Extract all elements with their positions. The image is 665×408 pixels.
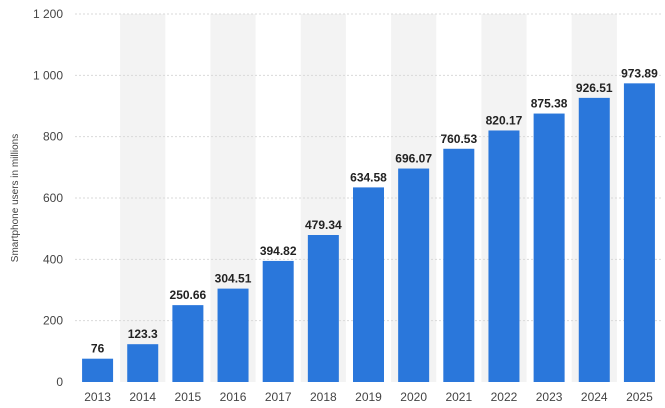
x-tick-label-2014: 2014 [129,390,156,404]
x-tick-label-2020: 2020 [400,390,427,404]
y-tick-label: 1 200 [33,7,63,21]
value-label-2021: 760.53 [440,132,477,146]
bar-2022 [488,130,520,382]
y-axis-ticks: 0 200 400 600 800 1 000 1 200 [33,7,63,389]
x-tick-label-2022: 2022 [491,390,518,404]
y-tick-label: 0 [56,375,63,389]
y-tick-label: 400 [43,252,63,266]
value-label-2024: 926.51 [576,81,613,95]
value-label-2019: 634.58 [350,170,387,184]
value-labels: 76 123.3 250.66 304.51 394.82 479.34 634.58 696… [91,66,658,355]
bar-2018 [307,235,339,382]
x-tick-label-2016: 2016 [220,390,247,404]
value-label-2022: 820.17 [486,113,523,127]
value-label-2016: 304.51 [215,272,252,286]
bar-2021 [443,148,475,382]
bar-2020 [398,168,430,382]
x-tick-label-2024: 2024 [581,390,608,404]
value-label-2023: 875.38 [531,97,568,111]
x-tick-label-2017: 2017 [265,390,292,404]
value-label-2020: 696.07 [395,152,432,166]
x-tick-label-2018: 2018 [310,390,337,404]
value-label-2014: 123.3 [128,327,158,341]
bar-2013 [82,358,114,382]
y-tick-label: 200 [43,314,63,328]
y-axis-title: Smartphone users in millions [10,134,21,262]
value-label-2025: 973.89 [621,66,658,80]
x-tick-label-2025: 2025 [626,390,653,404]
x-tick-label-2021: 2021 [445,390,472,404]
bar-2019 [353,187,384,382]
bar-2016 [217,288,249,382]
y-tick-label: 800 [43,130,63,144]
y-tick-label: 1 000 [33,68,63,82]
value-label-2013: 76 [91,342,105,356]
value-label-2018: 479.34 [305,218,342,232]
bar-2023 [533,113,565,382]
y-tick-label: 600 [43,191,63,205]
x-tick-label-2019: 2019 [355,390,382,404]
x-tick-label-2015: 2015 [175,390,202,404]
bar-2025 [623,83,655,383]
bar-2017 [262,260,294,382]
value-label-2015: 250.66 [170,288,207,302]
x-tick-label-2023: 2023 [536,390,563,404]
bar-2015 [172,305,204,382]
bars [82,83,655,383]
x-axis-ticks: 2013 2014 2015 2016 2017 2018 2019 2020 2021 2022… [84,390,653,404]
bar-2014 [127,344,159,382]
value-label-2017: 394.82 [260,244,297,258]
bar-2024 [578,97,610,382]
x-tick-label-2013: 2013 [84,390,111,404]
